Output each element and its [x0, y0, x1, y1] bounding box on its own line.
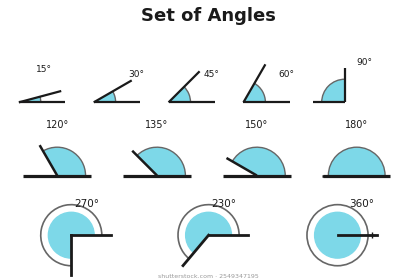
- Wedge shape: [243, 83, 265, 102]
- Text: 270°: 270°: [74, 199, 99, 209]
- Wedge shape: [232, 147, 285, 176]
- Text: 30°: 30°: [129, 70, 144, 79]
- Text: 45°: 45°: [203, 70, 219, 79]
- Text: 150°: 150°: [245, 120, 268, 130]
- Wedge shape: [137, 147, 186, 176]
- Text: Set of Angles: Set of Angles: [141, 7, 275, 25]
- Circle shape: [314, 212, 360, 258]
- Text: shutterstock.com · 2549347195: shutterstock.com · 2549347195: [158, 274, 258, 279]
- Text: 15°: 15°: [36, 65, 52, 74]
- Text: 180°: 180°: [345, 120, 368, 130]
- Text: 120°: 120°: [46, 120, 69, 130]
- Wedge shape: [71, 235, 102, 266]
- Wedge shape: [189, 235, 239, 266]
- Text: 135°: 135°: [146, 120, 168, 130]
- Wedge shape: [328, 147, 385, 176]
- Circle shape: [48, 212, 94, 258]
- Wedge shape: [19, 97, 41, 102]
- Wedge shape: [322, 79, 345, 102]
- Text: 230°: 230°: [211, 199, 236, 209]
- Text: 360°: 360°: [349, 199, 374, 209]
- Text: 90°: 90°: [357, 58, 373, 67]
- Text: 60°: 60°: [278, 70, 294, 79]
- Circle shape: [186, 212, 231, 258]
- Wedge shape: [94, 91, 116, 102]
- Wedge shape: [168, 87, 191, 102]
- Wedge shape: [43, 147, 86, 176]
